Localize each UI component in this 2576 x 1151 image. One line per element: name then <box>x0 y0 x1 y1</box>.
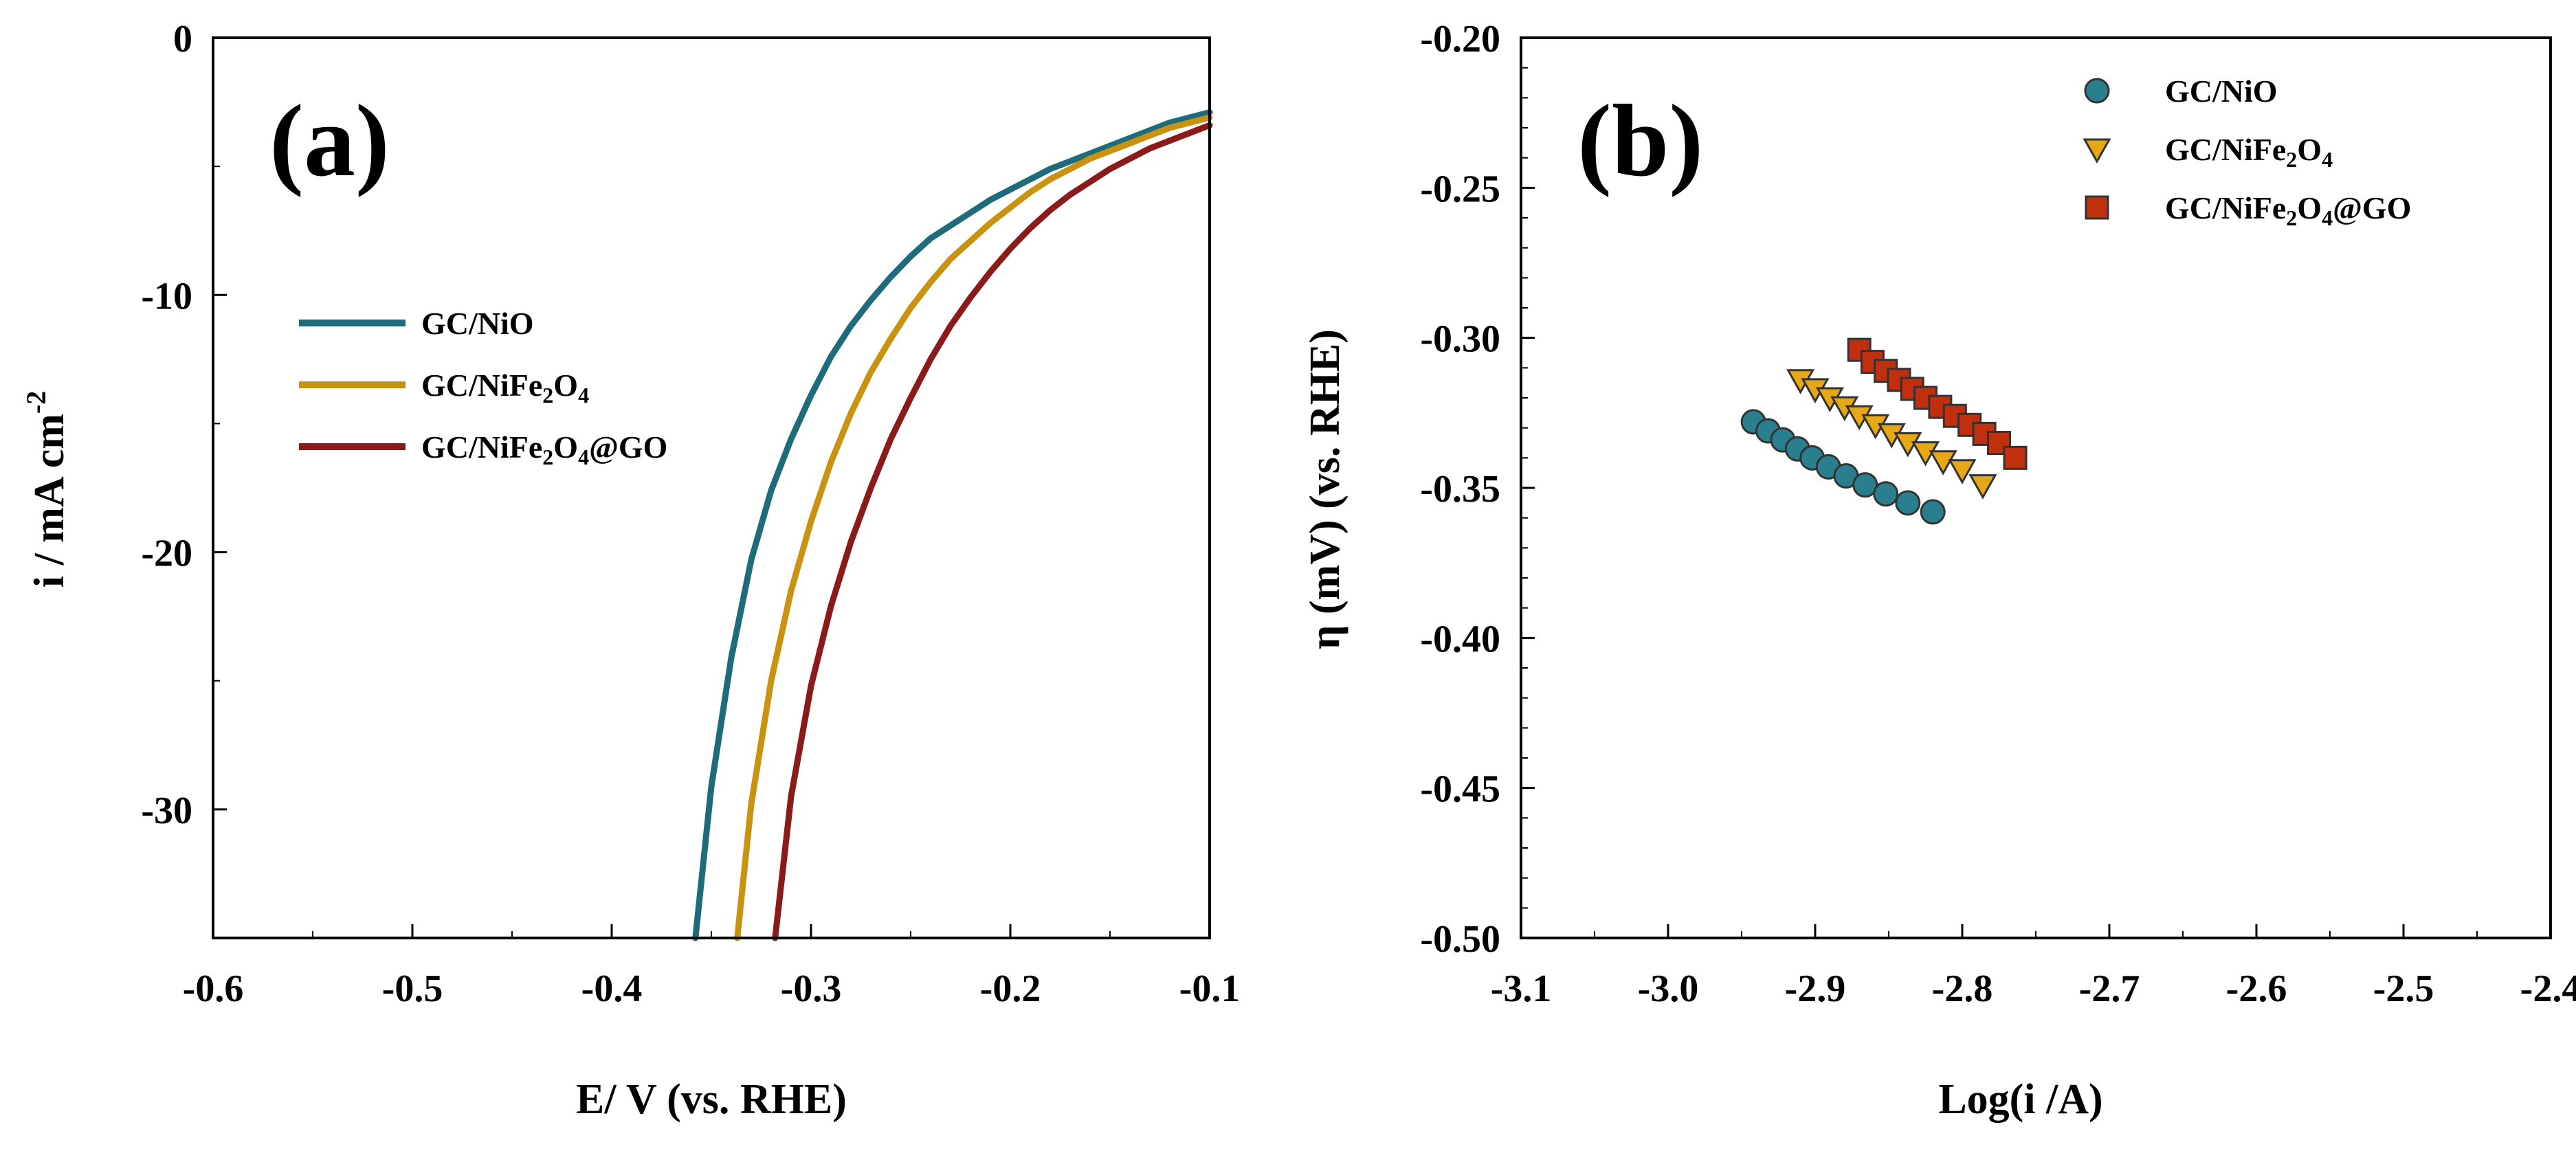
panel-b-y-tick-label-3: -0.35 <box>1420 468 1500 511</box>
panel-b-series-1-point-11 <box>1968 474 1997 500</box>
panel-b-legend-marker-0 <box>2084 78 2110 104</box>
panel-b-y-tick-label-1: -0.25 <box>1420 168 1500 210</box>
panel-a-legend-label-2: GC/NiFe2O4@GO <box>421 429 667 469</box>
panel-a-x-tick-label-0: -0.6 <box>183 968 244 1010</box>
panel-a-y-axis-label-sup: -2 <box>21 391 52 414</box>
panel-b-x-tick-label-1: -3.0 <box>1638 968 1699 1010</box>
panel-b-y-tick-label-2: -0.30 <box>1420 318 1500 361</box>
panel-b-legend-label-2-part-3: 4 <box>2322 205 2333 230</box>
panel-b-legend-label-2-part-1: 2 <box>2286 205 2297 230</box>
panel-b-x-tick-label-2: -2.9 <box>1785 968 1846 1010</box>
panel-a-legend-label-1-part-1: 2 <box>542 383 553 407</box>
panel-b-ticks: -3.1 -3.0 -2.9 -2.8 -2.7 -2.6 -2.5 -2.4 -0.20 -0.… <box>1420 18 2576 1010</box>
panel-a-legend-label-1-part-2: O <box>553 368 578 403</box>
panel-b-legend-label-0-part-0: GC/NiO <box>2165 74 2278 109</box>
panel-a-legend-label-2-part-3: 4 <box>578 445 589 469</box>
panel-a-chart: -0.6 -0.5 -0.4 -0.3 -0.2 -0.1 0 -10 -20 -30 (a) E… <box>21 18 1240 1123</box>
panel-a-legend-label-1-part-3: 4 <box>578 383 589 407</box>
panel-a-legend-label-1: GC/NiFe2O4 <box>421 368 589 407</box>
panel-b-y-tick-label-0: -0.20 <box>1420 18 1500 60</box>
panel-b-legend-marker-1 <box>2083 138 2111 164</box>
panel-a-x-axis-label: E/ V (vs. RHE) <box>576 1076 847 1123</box>
panel-b-legend-label-2-part-0: GC/NiFe <box>2165 190 2286 225</box>
panel-b-y-tick-label-6: -0.50 <box>1420 918 1500 961</box>
panel-b-series-0-point-10 <box>1920 499 1946 525</box>
panel-b-legend-marker-2 <box>2085 195 2109 220</box>
panel-b-legend-label-1-part-1: 2 <box>2286 147 2297 172</box>
panel-b-x-tick-label-3: -2.8 <box>1932 968 1993 1010</box>
panel-b-legend-label-2-part-2: O <box>2297 190 2322 225</box>
panel-a-legend-label-0-part-0: GC/NiO <box>421 306 534 341</box>
panel-a-legend-label-0: GC/NiO <box>421 306 534 341</box>
panel-b-chart: -3.1 -3.0 -2.9 -2.8 -2.7 -2.6 -2.5 -2.4 -0.20 -0.… <box>1302 18 2576 1123</box>
panel-b-legend-label-2-part-4: @GO <box>2333 190 2411 225</box>
panel-a-ticks: -0.6 -0.5 -0.4 -0.3 -0.2 -0.1 0 -10 -20 -30 <box>141 18 1240 1010</box>
panel-a-curves <box>692 109 1213 941</box>
panel-b-x-axis-label: Log(i /A) <box>1938 1076 2102 1123</box>
panel-a-y-tick-label-0: 0 <box>173 18 192 60</box>
panel-b-label: (b) <box>1577 84 1703 198</box>
panel-b-x-tick-label-4: -2.7 <box>2079 968 2140 1010</box>
panel-a-y-axis-label-main: i / mA cm <box>26 414 73 588</box>
panel-b-x-tick-label-5: -2.6 <box>2226 968 2287 1010</box>
panel-b-x-tick-label-0: -3.1 <box>1491 968 1552 1010</box>
panel-a-x-tick-label-1: -0.5 <box>382 968 443 1010</box>
panel-b-markers <box>1740 337 2028 525</box>
panel-b-legend-label-1-part-2: O <box>2297 132 2322 167</box>
panel-a-label: (a) <box>269 84 390 198</box>
panel-b-legend-label-1: GC/NiFe2O4 <box>2165 132 2333 172</box>
panel-a-legend-label-2-part-4: @GO <box>589 429 667 465</box>
panel-a-legend-label-1-part-0: GC/NiFe <box>421 368 542 403</box>
panel-b-legend-label-1-part-0: GC/NiFe <box>2165 132 2286 167</box>
panel-a-y-tick-label-1: -10 <box>141 275 192 317</box>
panel-b-legend-label-0: GC/NiO <box>2165 74 2278 109</box>
panel-b-series-1-point-10 <box>1948 459 1977 484</box>
panel-a-series-2-line <box>772 122 1213 941</box>
panel-a-x-tick-label-3: -0.3 <box>781 968 842 1010</box>
panel-b-y-tick-label-4: -0.40 <box>1420 618 1500 660</box>
panel-b-series-2-point-11 <box>2003 445 2028 470</box>
panel-a-x-tick-label-5: -0.1 <box>1179 968 1241 1010</box>
panel-a-x-tick-label-2: -0.4 <box>581 968 643 1010</box>
panel-b-y-tick-label-5: -0.45 <box>1420 768 1500 811</box>
panel-a-series-0-line <box>692 109 1213 941</box>
panel-b-series-0-point-9 <box>1895 490 1921 516</box>
panel-a-y-tick-label-3: -30 <box>141 790 192 832</box>
panel-b-legend-label-1-part-3: 4 <box>2322 147 2333 172</box>
panel-b-y-axis-label: η (mV) (vs. RHE) <box>1302 329 1348 649</box>
panel-b-series-0-point-8 <box>1873 481 1899 507</box>
panel-b-series-2-point-10 <box>1987 431 2011 455</box>
panel-a-x-tick-label-4: -0.2 <box>980 968 1041 1010</box>
panel-b-legend-label-2: GC/NiFe2O4@GO <box>2165 190 2411 230</box>
panel-b-x-tick-label-7: -2.4 <box>2520 968 2576 1010</box>
panel-a-series-1-line <box>734 114 1213 941</box>
panel-a-legend-label-2-part-0: GC/NiFe <box>421 429 542 465</box>
panel-a-legend-label-2-part-2: O <box>553 429 578 465</box>
panel-a-legend-label-2-part-1: 2 <box>542 445 553 469</box>
panel-a-y-axis-label: i / mA cm-2 <box>21 391 73 588</box>
panel-b-series-1-point-9 <box>1929 450 1957 476</box>
panel-a-y-tick-label-2: -20 <box>141 533 192 575</box>
panel-b-x-tick-label-6: -2.5 <box>2373 968 2434 1010</box>
